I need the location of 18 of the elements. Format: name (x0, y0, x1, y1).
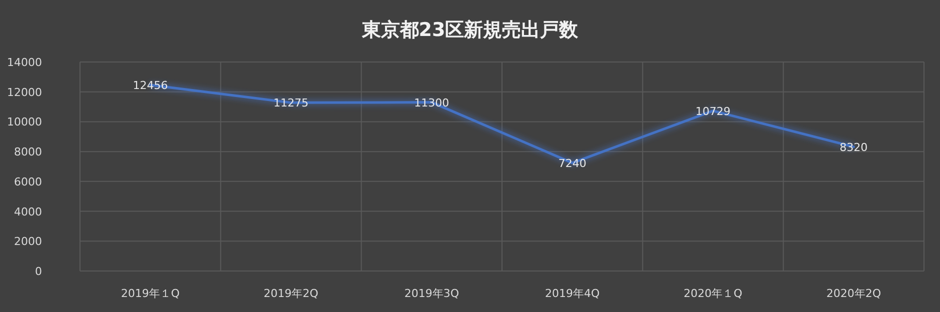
x-tick-label: 2020年１Q (684, 287, 743, 300)
y-tick-label: 4000 (14, 205, 42, 218)
data-label: 8320 (840, 140, 868, 154)
x-tick-label: 2019年2Q (264, 287, 319, 300)
y-tick-label: 0 (35, 265, 42, 278)
y-tick-label: 10000 (7, 116, 42, 129)
data-label: 12456 (132, 79, 168, 92)
y-tick-label: 6000 (14, 175, 42, 188)
x-tick-label: 2019年3Q (404, 287, 460, 300)
y-tick-label: 2000 (14, 235, 42, 248)
x-tick-label: 2020年2Q (826, 287, 882, 300)
chart-title: 東京都23区新規売出戸数 (360, 19, 580, 41)
y-tick-label: 12000 (7, 86, 42, 99)
y-tick-label: 8000 (14, 146, 42, 159)
y-tick-label: 14000 (7, 56, 42, 69)
data-label: 7240 (558, 156, 586, 170)
x-tick-label: 2019年4Q (545, 287, 600, 300)
x-tick-label: 2019年１Q (121, 287, 180, 300)
